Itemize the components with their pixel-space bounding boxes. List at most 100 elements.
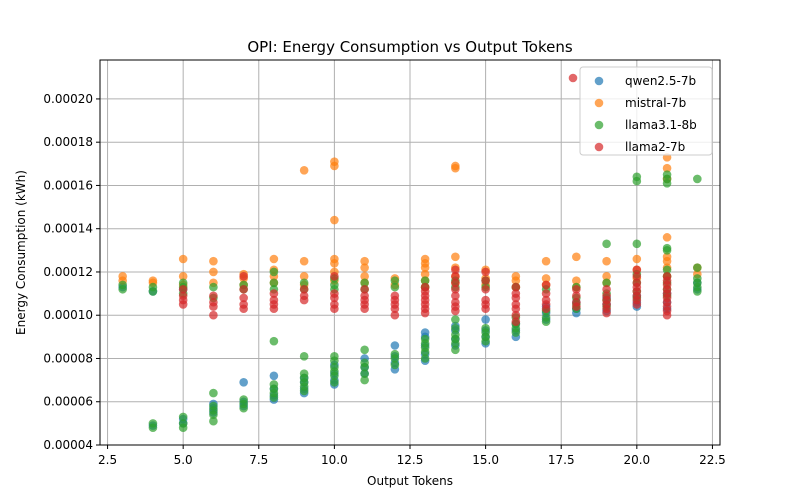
data-point xyxy=(541,280,551,290)
data-point xyxy=(451,161,460,171)
data-point xyxy=(662,265,672,275)
legend: qwen2.5-7b mistral-7b llama3.1-8b llama2-7b xyxy=(568,66,713,156)
y-tick-label: 0.00018 xyxy=(43,135,93,149)
data-point xyxy=(360,263,369,272)
x-tick-label: 12.5 xyxy=(397,453,424,467)
data-point xyxy=(299,271,309,281)
data-point xyxy=(360,291,369,301)
data-point xyxy=(360,284,369,294)
data-point xyxy=(360,278,369,288)
data-point xyxy=(178,278,188,288)
data-point xyxy=(602,256,611,266)
data-point xyxy=(390,341,400,350)
x-tick-label: 2.5 xyxy=(98,453,117,467)
data-point xyxy=(481,267,490,277)
data-point xyxy=(602,239,611,249)
data-point xyxy=(632,239,642,249)
data-point xyxy=(390,310,400,320)
data-point xyxy=(481,295,490,305)
data-point xyxy=(451,291,460,301)
data-point xyxy=(178,271,188,281)
data-point xyxy=(511,282,521,292)
data-point xyxy=(390,276,400,285)
data-point xyxy=(209,256,218,266)
series-llama2-7b xyxy=(178,265,672,327)
data-point xyxy=(420,269,430,279)
data-point xyxy=(541,274,551,283)
data-point xyxy=(269,254,279,264)
data-point xyxy=(451,345,460,355)
data-point xyxy=(662,233,672,242)
data-point xyxy=(209,388,218,398)
data-point xyxy=(299,166,309,175)
y-tick-label: 0.00010 xyxy=(43,308,93,322)
data-point xyxy=(572,291,581,301)
data-point xyxy=(632,265,642,275)
data-point xyxy=(451,252,460,262)
data-point xyxy=(662,252,672,262)
data-point xyxy=(269,295,279,305)
legend-marker xyxy=(568,73,578,83)
data-point xyxy=(269,289,279,298)
data-point xyxy=(481,284,490,294)
data-point xyxy=(239,300,248,309)
data-point xyxy=(390,360,400,370)
data-point xyxy=(239,395,248,404)
data-point xyxy=(420,282,430,292)
data-point xyxy=(239,293,248,303)
legend-marker xyxy=(594,120,604,130)
data-point xyxy=(693,263,702,272)
data-point xyxy=(269,267,279,277)
data-point xyxy=(451,271,460,281)
legend-label: mistral-7b xyxy=(625,96,686,110)
legend-label: qwen2.5-7b xyxy=(625,74,696,88)
data-point xyxy=(299,278,309,288)
data-point xyxy=(511,300,521,309)
y-tick-label: 0.00006 xyxy=(43,395,93,409)
x-tick-label: 10.0 xyxy=(321,453,348,467)
data-point xyxy=(239,284,248,294)
y-tick-label: 0.00016 xyxy=(43,178,93,192)
legend-marker xyxy=(594,76,604,86)
data-point xyxy=(330,352,339,361)
data-point xyxy=(451,330,460,339)
data-point xyxy=(572,252,581,262)
data-point xyxy=(360,375,369,385)
data-point xyxy=(481,323,490,333)
data-point xyxy=(239,377,248,387)
data-point xyxy=(632,278,642,288)
data-point xyxy=(178,412,188,422)
data-point xyxy=(330,254,339,264)
data-point xyxy=(239,271,248,281)
legend-marker xyxy=(594,142,604,152)
data-point xyxy=(178,291,188,301)
data-point xyxy=(269,380,279,389)
data-point xyxy=(209,291,218,301)
data-point xyxy=(360,345,369,355)
data-point xyxy=(178,419,188,428)
data-point xyxy=(330,289,339,298)
data-point xyxy=(330,300,339,309)
legend-marker xyxy=(594,98,604,108)
chart-title: OPI: Energy Consumption vs Output Tokens xyxy=(247,38,573,56)
data-point xyxy=(602,291,611,301)
data-point xyxy=(693,274,702,283)
data-point xyxy=(420,276,430,285)
data-point xyxy=(451,315,460,324)
data-point xyxy=(360,271,369,281)
y-tick-label: 0.00012 xyxy=(43,265,93,279)
data-point xyxy=(693,174,702,184)
data-point xyxy=(451,297,460,307)
data-point xyxy=(330,157,339,166)
data-point xyxy=(299,291,309,301)
data-point xyxy=(299,256,309,266)
data-point xyxy=(451,323,460,333)
data-point xyxy=(662,170,672,179)
data-point xyxy=(209,401,218,411)
data-point xyxy=(451,284,460,294)
data-point xyxy=(330,377,339,387)
x-tick-label: 17.5 xyxy=(548,453,575,467)
x-tick-label: 5.0 xyxy=(174,453,193,467)
data-point xyxy=(481,276,490,285)
data-point xyxy=(330,362,339,372)
